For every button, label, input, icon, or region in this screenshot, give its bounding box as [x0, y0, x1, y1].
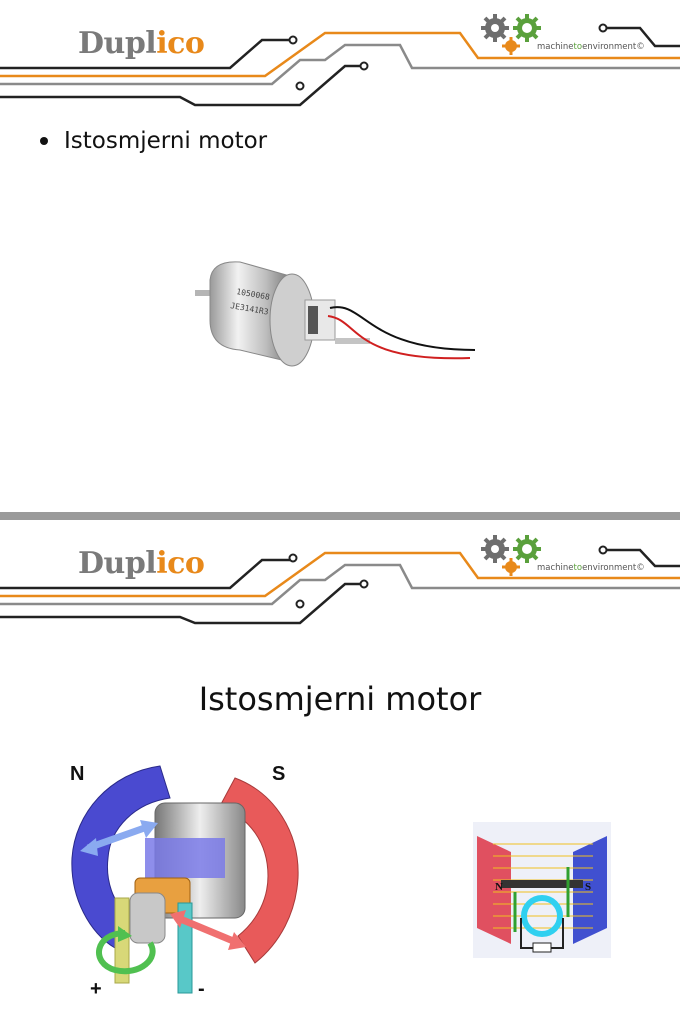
- terminal-plus-label: +: [90, 978, 102, 1000]
- circuit-decoration: [0, 14, 680, 107]
- slide-2: Duplico machinetoenvironment© Istosmjern…: [0, 520, 680, 1030]
- slide-header: Duplico machinetoenvironment©: [0, 0, 680, 110]
- gear-icon-green: [513, 535, 541, 563]
- slide-title: Istosmjerni motor: [198, 680, 482, 718]
- magnetic-field-diagram: N S: [473, 822, 611, 958]
- duplico-logo: Duplico: [78, 26, 205, 61]
- dc-motor-photo: 1050068 JE3141R3: [195, 261, 476, 367]
- small-pole-north: N: [495, 881, 503, 893]
- gear-icon: [481, 14, 509, 42]
- pole-north-label: N: [70, 763, 85, 785]
- dc-motor-diagram: [71, 765, 299, 994]
- partner-logo-text: machinetoenvironment©: [537, 42, 645, 52]
- gear-icon-green: [513, 14, 541, 42]
- slide-header: Duplico machinetoenvironment©: [0, 520, 680, 630]
- bullet-item: Istosmjerni motor: [40, 128, 267, 154]
- duplico-logo: Duplico: [78, 546, 205, 581]
- terminal-minus-label: -: [198, 978, 205, 1000]
- circuit-decoration: [0, 535, 680, 625]
- bullet-icon: [40, 137, 48, 145]
- slide-1: Duplico machinetoenvironment© Istosmjern…: [0, 0, 680, 512]
- partner-logo-text: machinetoenvironment©: [537, 563, 645, 573]
- slide-separator: [0, 512, 680, 520]
- gear-icon: [481, 535, 509, 563]
- pole-south-label: S: [272, 763, 286, 785]
- gear-icon-orange: [502, 37, 520, 55]
- gear-icon-orange: [502, 558, 520, 576]
- small-pole-south: S: [585, 881, 591, 893]
